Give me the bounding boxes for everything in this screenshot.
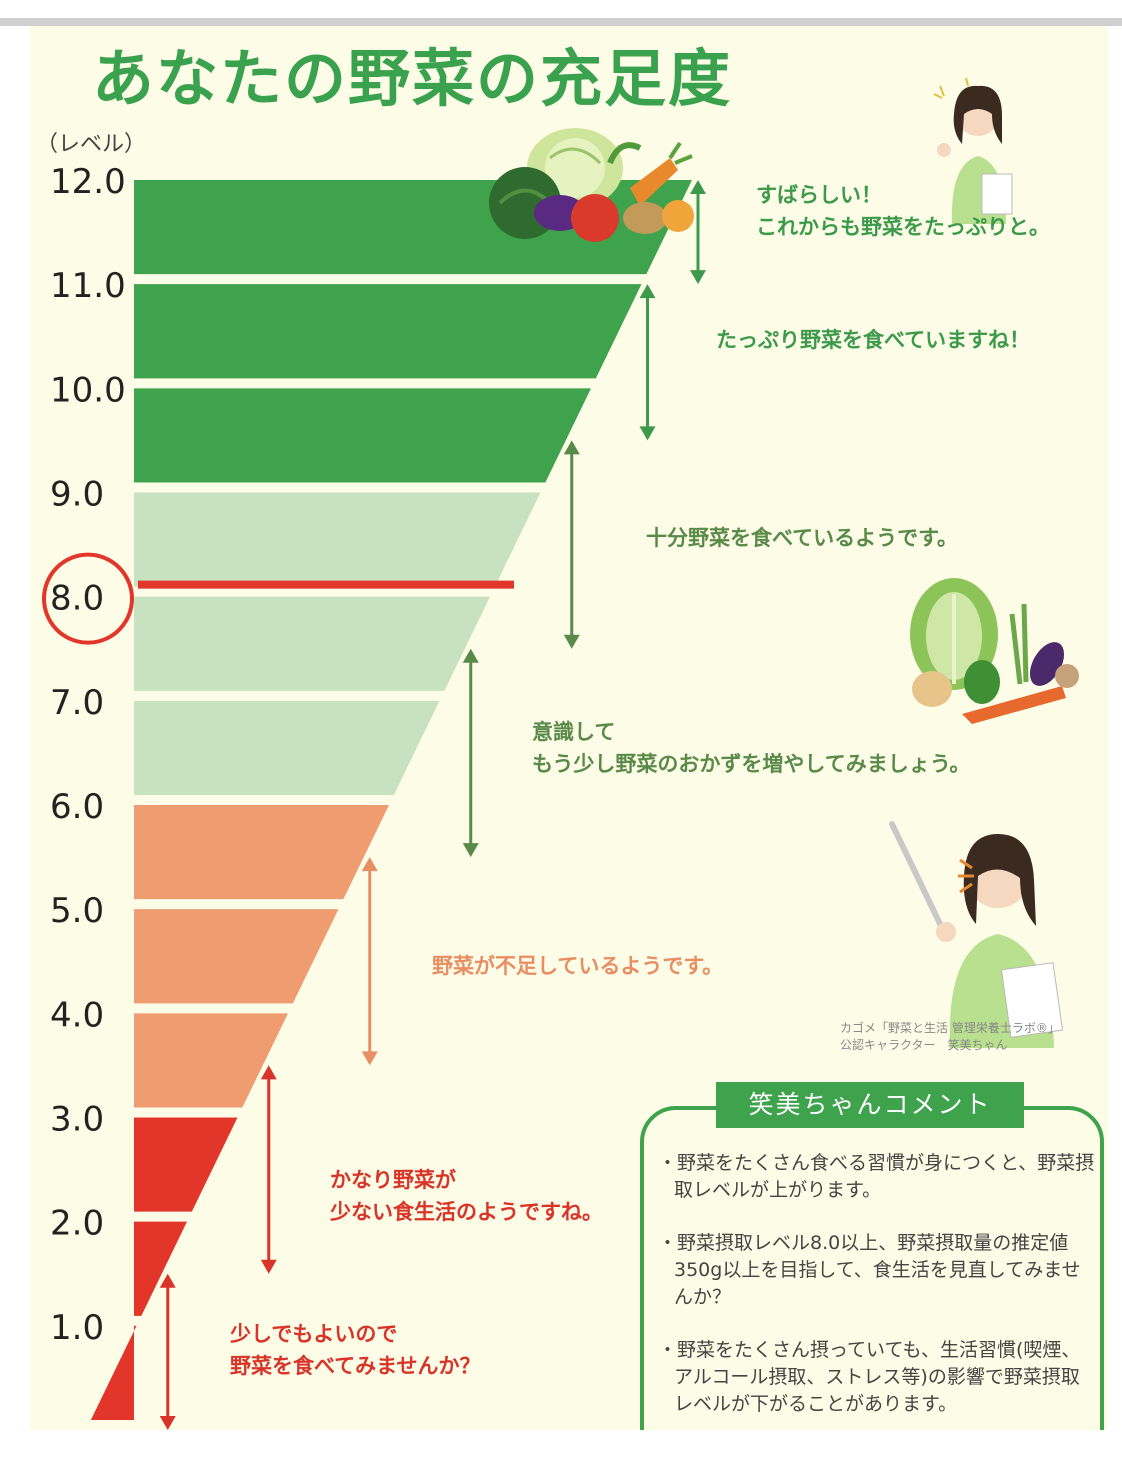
range-label-enough: 十分野菜を食べているようです。 bbox=[646, 526, 959, 550]
range-label-plenty: たっぷり野菜を食べていますね！ bbox=[716, 328, 1031, 352]
mascot-credit: カゴメ「野菜と生活 管理栄養士ラボ®」 公認キャラクター 笑美ちゃん bbox=[840, 1021, 1060, 1052]
infographic-panel: あなたの野菜の充足度 （レベル） 12.0 11.0 10.0 9.0 8.0 7.0 6.… bbox=[30, 26, 1108, 1430]
y-tick-label: 2.0 bbox=[50, 1204, 104, 1244]
level-band-8 bbox=[134, 909, 339, 1004]
y-tick-label: 7.0 bbox=[50, 683, 104, 723]
mascot-pointer-icon bbox=[889, 821, 1064, 1048]
range-label-insufficient: 野菜が不足しているようです。 bbox=[432, 954, 724, 978]
y-tick-label: 3.0 bbox=[50, 1100, 104, 1140]
range-arrow-6 bbox=[260, 1065, 277, 1274]
level-band-11 bbox=[134, 1221, 187, 1316]
comment-item: ・野菜をたくさん食べる習慣が身につくと、野菜摂取レベルが上がります。 bbox=[658, 1152, 1095, 1201]
level-band-2 bbox=[134, 284, 642, 379]
range-arrow-7 bbox=[159, 1273, 176, 1430]
current-level-marker bbox=[42, 552, 134, 645]
y-axis-label: （レベル） bbox=[36, 132, 147, 157]
y-tick-label: 5.0 bbox=[50, 891, 104, 931]
range-arrow-3 bbox=[563, 440, 580, 649]
screen-divider bbox=[0, 18, 1122, 26]
comment-box bbox=[640, 1106, 1104, 1430]
comment-list: ・野菜をたくさん食べる習慣が身につくと、野菜摂取レベルが上がります。 ・野菜摂取… bbox=[658, 1150, 1098, 1430]
range-label-try-eating: 少しでもよいので 野菜を食べてみませんか？ bbox=[230, 1322, 481, 1378]
level-band-9 bbox=[134, 1013, 288, 1108]
screen-bottom bbox=[0, 1430, 1122, 1459]
range-label-very-low: かなり野菜が 少ない食生活のようですね。 bbox=[330, 1168, 603, 1224]
range-label-more-effort: 意識して もう少し野菜のおかずを増やしてみましょう。 bbox=[532, 720, 971, 776]
level-band-5 bbox=[134, 596, 490, 691]
level-band-4 bbox=[134, 492, 541, 587]
level-band-12 bbox=[90, 1325, 137, 1420]
vegetable-pile-icon bbox=[910, 578, 1079, 724]
y-tick-label: 6.0 bbox=[50, 787, 104, 827]
y-tick-label: 8.0 bbox=[50, 579, 104, 619]
range-arrow-1 bbox=[690, 180, 706, 285]
y-tick-label: 11.0 bbox=[50, 266, 126, 306]
mascot-thumbs-icon bbox=[933, 77, 1013, 224]
vegetable-basket-icon bbox=[489, 128, 694, 242]
y-tick-label: 10.0 bbox=[50, 370, 126, 410]
level-band-3 bbox=[134, 388, 591, 483]
comment-item: ・野菜摂取レベル8.0以上、野菜摂取量の推定値350g以上を目指して、食生活を見… bbox=[658, 1232, 1081, 1308]
y-tick-label: 12.0 bbox=[50, 162, 126, 202]
level-band-6 bbox=[134, 700, 440, 795]
range-arrow-5 bbox=[361, 857, 378, 1066]
level-band-7 bbox=[134, 805, 389, 900]
y-tick-label: 9.0 bbox=[50, 475, 104, 515]
chart-title: あなたの野菜の充足度 bbox=[92, 42, 733, 115]
screen-top bbox=[0, 0, 1122, 18]
comment-title: 笑美ちゃんコメント bbox=[716, 1082, 1024, 1128]
range-label-excellent: すばらしい！ これからも野菜をたっぷりと。 bbox=[756, 183, 1050, 239]
range-arrow-2 bbox=[639, 284, 656, 441]
pyramid-chart: 12.0 11.0 10.0 9.0 8.0 7.0 6.0 5.0 4.0 3.0 2.0 1.0 bbox=[42, 162, 706, 1430]
range-arrow-4 bbox=[462, 648, 479, 858]
comment-item: ・野菜をたくさん摂っていても、生活習慣(喫煙、アルコール摂取、ストレス等)の影響… bbox=[658, 1339, 1081, 1415]
y-tick-label: 1.0 bbox=[50, 1308, 104, 1348]
y-tick-label: 4.0 bbox=[50, 995, 104, 1035]
level-band-10 bbox=[134, 1117, 238, 1212]
